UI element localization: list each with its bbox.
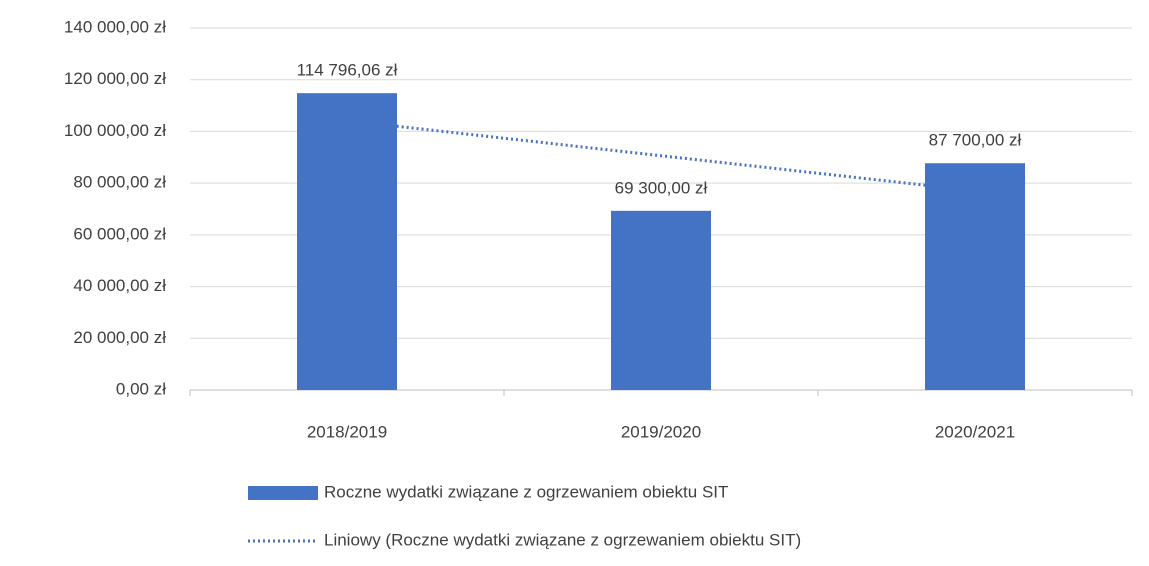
y-tick-label: 100 000,00 zł bbox=[64, 121, 166, 140]
bar bbox=[297, 93, 397, 390]
x-tick-label: 2020/2021 bbox=[935, 422, 1015, 441]
bar bbox=[925, 163, 1025, 390]
y-tick-label: 120 000,00 zł bbox=[64, 69, 166, 88]
data-label: 69 300,00 zł bbox=[615, 178, 708, 197]
y-tick-label: 140 000,00 zł bbox=[64, 17, 166, 36]
data-label: 87 700,00 zł bbox=[929, 131, 1022, 150]
x-tick-label: 2018/2019 bbox=[307, 422, 387, 441]
y-tick-label: 80 000,00 zł bbox=[73, 173, 166, 192]
legend-swatch bbox=[248, 486, 318, 500]
legend-label: Liniowy (Roczne wydatki związane z ogrze… bbox=[324, 530, 801, 549]
y-tick-label: 60 000,00 zł bbox=[73, 224, 166, 243]
y-tick-label: 40 000,00 zł bbox=[73, 276, 166, 295]
y-tick-label: 20 000,00 zł bbox=[73, 328, 166, 347]
legend-label: Roczne wydatki związane z ogrzewaniem ob… bbox=[324, 482, 728, 501]
data-label: 114 796,06 zł bbox=[297, 61, 398, 80]
bar bbox=[611, 210, 711, 390]
y-tick-label: 0,00 zł bbox=[116, 379, 166, 398]
trendline bbox=[346, 119, 976, 193]
x-tick-label: 2019/2020 bbox=[621, 422, 701, 441]
